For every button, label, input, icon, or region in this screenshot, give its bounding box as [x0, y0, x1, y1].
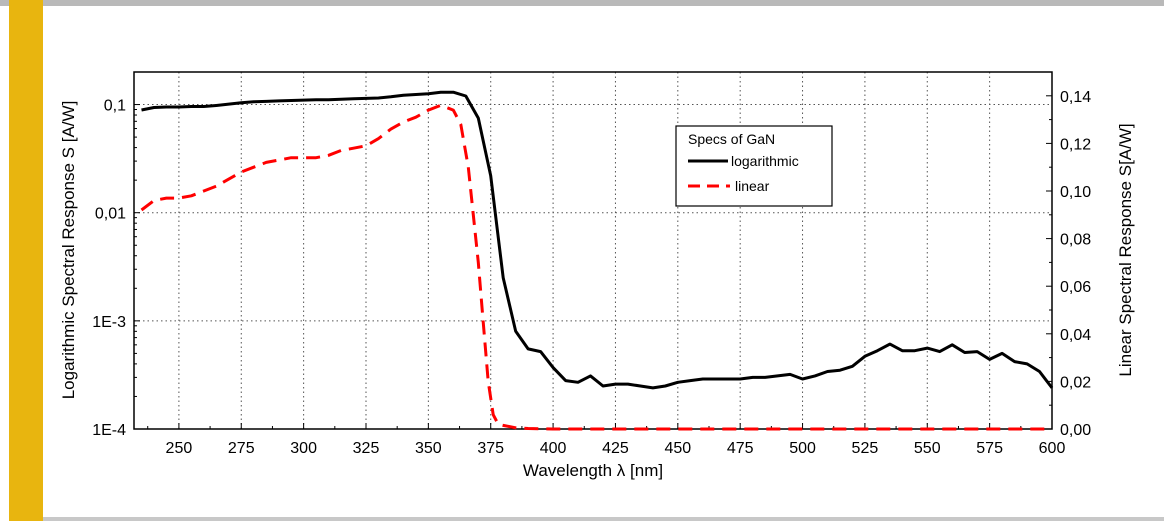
bottom-rule	[43, 517, 1164, 521]
x-tick-label: 350	[415, 440, 442, 457]
x-axis-label: Wavelength λ [nm]	[523, 461, 663, 480]
x-tick-label: 475	[727, 440, 754, 457]
x-tick-label: 600	[1039, 440, 1066, 457]
x-tick-label: 250	[166, 440, 193, 457]
legend: Specs of GaN logarithmic linear	[675, 125, 833, 207]
x-tick-label: 325	[353, 440, 380, 457]
x-tick-label: 425	[602, 440, 629, 457]
x-tick-label: 400	[540, 440, 567, 457]
x-tick-label: 450	[664, 440, 691, 457]
accent-side-bar	[9, 0, 43, 521]
right-y-tick-label: 0,12	[1060, 136, 1091, 153]
legend-title: Specs of GaN	[688, 131, 775, 147]
x-tick-label: 550	[914, 440, 941, 457]
left-y-axis-label: Logarithmic Spectral Response S [A/W]	[59, 101, 78, 400]
legend-label-logarithmic: logarithmic	[731, 153, 799, 169]
left-y-tick-label: 1E-3	[92, 314, 126, 331]
right-y-tick-label: 0,04	[1060, 327, 1091, 344]
right-y-tick-label: 0,10	[1060, 184, 1091, 201]
legend-label-linear: linear	[735, 178, 770, 194]
x-tick-label: 300	[290, 440, 317, 457]
right-y-tick-label: 0,02	[1060, 374, 1091, 391]
left-y-tick-labels: 1E-4 1E-3 0,01 0,1	[92, 98, 126, 439]
left-y-tick-label: 0,01	[95, 206, 126, 223]
left-y-tick-label: 0,1	[104, 98, 126, 115]
x-tick-labels: 250 275 300 325 350 375 400 425 450 475 500 525 550 5…	[166, 440, 1066, 457]
x-tick-label: 500	[789, 440, 816, 457]
axis-ticks	[134, 71, 1053, 430]
right-y-tick-label: 0,00	[1060, 422, 1091, 439]
top-rule	[0, 0, 1164, 6]
series-layer	[140, 90, 1054, 431]
right-y-axis-label: Linear Spectral Response S[A/W]	[1116, 123, 1135, 376]
x-tick-label: 375	[477, 440, 504, 457]
x-tick-label: 525	[852, 440, 879, 457]
left-y-tick-label: 1E-4	[92, 422, 126, 439]
x-tick-label: 275	[228, 440, 255, 457]
x-tick-label: 575	[976, 440, 1003, 457]
series-line-linear	[140, 103, 1052, 431]
right-y-tick-label: 0,14	[1060, 89, 1091, 106]
right-y-tick-label: 0,08	[1060, 232, 1091, 249]
plot-frame	[133, 71, 1053, 430]
legend-box	[675, 125, 833, 207]
series-line-logarithmic	[141, 90, 1054, 390]
right-y-tick-labels: 0,00 0,02 0,04 0,06 0,08 0,10 0,12 0,14	[1060, 89, 1091, 439]
right-y-tick-label: 0,06	[1060, 279, 1091, 296]
grid-lines	[134, 72, 1052, 429]
